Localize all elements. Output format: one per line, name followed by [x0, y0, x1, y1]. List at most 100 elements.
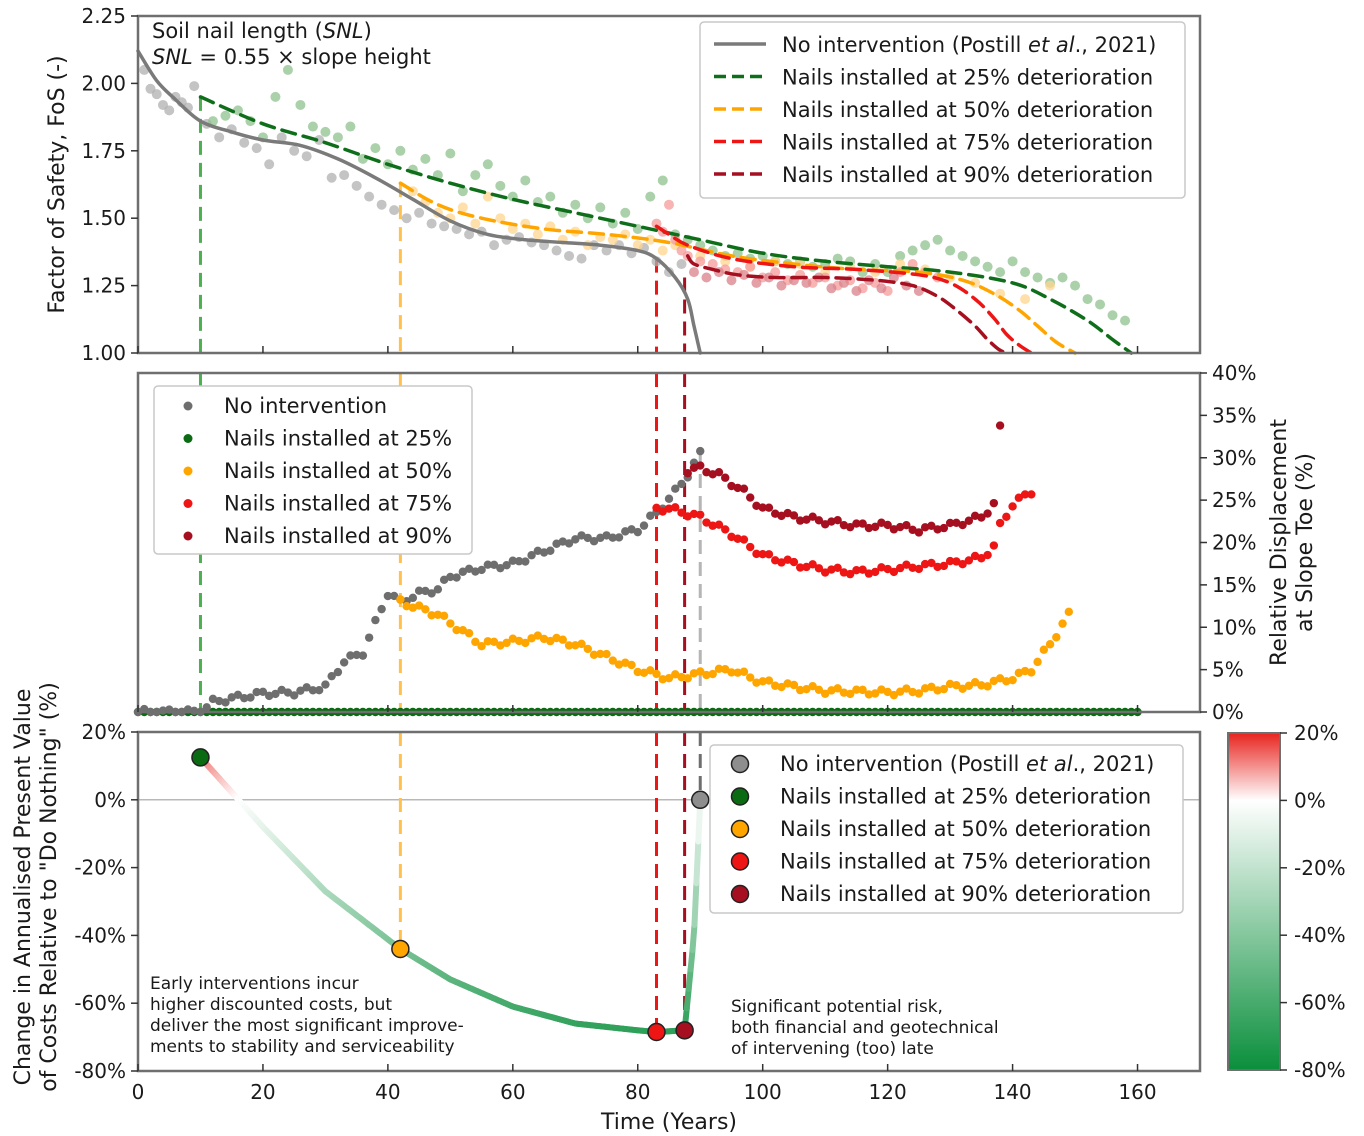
- displacement-point: [546, 546, 555, 555]
- fos-scatter-point: [532, 229, 543, 240]
- colorbar-tick-label: 0%: [1294, 788, 1326, 812]
- displacement-point: [845, 569, 855, 579]
- displacement-point: [883, 564, 892, 574]
- fos-scatter-point: [276, 132, 287, 143]
- displacement-point: [358, 651, 368, 660]
- snl-annotation-line2: SNL = 0.55 × slope height: [152, 45, 431, 69]
- legend-marker: [730, 787, 750, 806]
- displacement-point: [546, 636, 555, 646]
- displacement-point: [521, 557, 530, 566]
- displacement-point: [983, 509, 992, 518]
- displacement-point: [427, 589, 436, 598]
- displacement-point: [702, 670, 711, 680]
- displacement-point: [789, 557, 799, 567]
- top-y-axis-label: Factor of Safety, FoS (-): [45, 55, 70, 313]
- displacement-point: [1033, 657, 1042, 667]
- x-axis-label: Time (Years): [600, 1110, 737, 1135]
- displacement-point: [833, 563, 842, 573]
- fos-scatter-point: [551, 245, 562, 256]
- displacement-point: [702, 518, 711, 527]
- colorbar-tick-label: -60%: [1294, 991, 1346, 1015]
- displacement-point: [677, 479, 686, 489]
- bot-plot-frame: [136, 730, 1202, 1073]
- displacement-point: [914, 689, 924, 698]
- fos-series-line: [198, 95, 1134, 355]
- mid-legend-label: No intervention: [224, 394, 387, 418]
- fos-scatter-point: [1020, 294, 1031, 305]
- fos-scatter-point: [457, 202, 468, 213]
- displacement-point: [814, 516, 824, 525]
- displacement-point: [1039, 645, 1049, 654]
- displacement-point: [608, 656, 617, 665]
- displacement-point: [964, 681, 974, 691]
- fos-scatter-point: [751, 277, 762, 288]
- displacement-point: [1002, 677, 1011, 686]
- fos-scatter-point: [470, 170, 481, 181]
- displacement-point: [671, 503, 680, 512]
- right-annotation-line: Significant potential risk,: [731, 997, 943, 1017]
- displacement-point: [589, 650, 599, 659]
- displacement-point: [352, 650, 361, 660]
- displacement-point: [945, 679, 955, 689]
- fos-scatter-point: [495, 180, 506, 191]
- displacement-point: [652, 503, 661, 513]
- fos-scatter-point: [1070, 280, 1081, 291]
- fos-scatter-point: [920, 240, 931, 251]
- displacement-point: [902, 684, 911, 693]
- displacement-point: [908, 687, 917, 697]
- top-y-tick-label: 2.00: [81, 71, 126, 95]
- bot-legend-box: [709, 744, 1184, 914]
- x-tick-label: 140: [993, 1080, 1031, 1104]
- fos-scatter-point: [995, 267, 1006, 278]
- displacement-point: [327, 671, 336, 681]
- fos-scatter-point: [376, 199, 387, 210]
- fos-scatter-point: [251, 143, 262, 154]
- displacement-point: [289, 691, 299, 700]
- displacement-point: [1045, 640, 1055, 649]
- displacement-point: [314, 686, 324, 695]
- displacement-point: [808, 682, 817, 691]
- left-annotation-line: Early interventions incur: [150, 974, 359, 994]
- displacement-point: [889, 567, 899, 577]
- fos-scatter-point: [595, 202, 606, 213]
- fos-scatter-point: [851, 285, 862, 296]
- displacement-point: [502, 638, 511, 648]
- displacement-point: [939, 684, 949, 694]
- displacement-point: [858, 685, 867, 695]
- displacement-point: [864, 523, 874, 533]
- mid-y-tick-label: 40%: [1212, 361, 1256, 385]
- displacement-point: [939, 561, 949, 571]
- displacement-point: [664, 673, 674, 683]
- displacement-point: [389, 591, 399, 601]
- displacement-point: [933, 562, 942, 572]
- displacement-point: [240, 693, 249, 703]
- displacement-point: [814, 685, 824, 695]
- displacement-point: [739, 667, 749, 676]
- displacement-point: [1008, 675, 1017, 685]
- mid-y-axis-label-line1: Relative Displacement: [1267, 419, 1292, 666]
- displacement-point: [396, 595, 405, 604]
- mid-y-tick-label: 15%: [1212, 573, 1256, 597]
- mid-y-tick-label: 25%: [1212, 488, 1256, 512]
- bot-y-tick-label: -80%: [74, 1059, 126, 1083]
- legend-marker: [183, 401, 193, 411]
- displacement-point: [983, 682, 992, 691]
- fos-scatter-point: [657, 245, 668, 256]
- bot-legend-label: Nails installed at 75% deterioration: [780, 850, 1151, 874]
- x-tick-label: 60: [500, 1080, 525, 1104]
- displacement-point: [202, 703, 211, 712]
- displacement-point: [571, 641, 580, 650]
- displacement-point: [333, 667, 343, 677]
- bot-legend-label: Nails installed at 50% deterioration: [780, 817, 1151, 841]
- fos-scatter-point: [970, 256, 981, 267]
- displacement-point: [789, 511, 799, 520]
- displacement-point: [514, 557, 524, 566]
- fos-scatter-point: [395, 145, 406, 156]
- bot-legend-label: Nails installed at 90% deterioration: [780, 882, 1151, 906]
- left-annotation-line: deliver the most significant improve-: [150, 1016, 464, 1036]
- fos-scatter-point: [1057, 272, 1068, 283]
- displacement-point: [802, 684, 811, 694]
- displacement-point: [902, 520, 911, 530]
